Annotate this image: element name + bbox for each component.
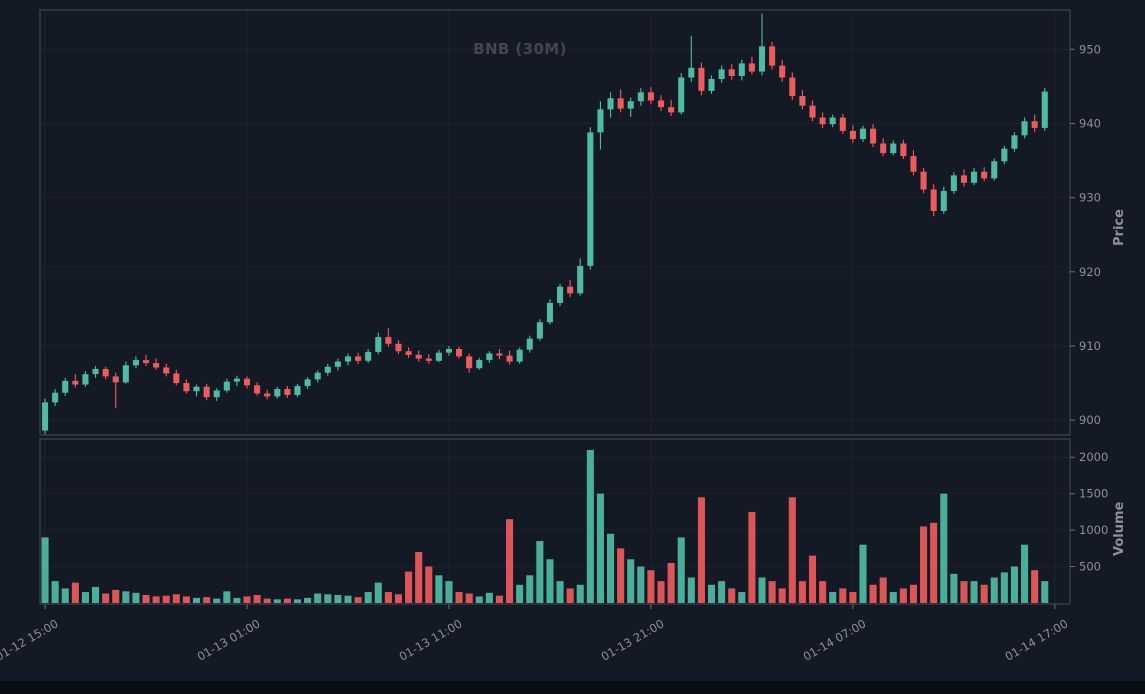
svg-text:900: 900 bbox=[1079, 413, 1101, 427]
gridlines bbox=[40, 10, 1070, 604]
svg-text:01-14 17:00: 01-14 17:00 bbox=[1003, 616, 1071, 663]
svg-text:01-13 01:00: 01-13 01:00 bbox=[195, 616, 263, 663]
price-axis-title: Price bbox=[1112, 209, 1127, 246]
svg-text:01-12 15:00: 01-12 15:00 bbox=[0, 616, 61, 663]
svg-text:920: 920 bbox=[1079, 265, 1101, 279]
svg-text:1000: 1000 bbox=[1079, 523, 1108, 537]
candlestick-series bbox=[42, 13, 1048, 435]
svg-text:2000: 2000 bbox=[1079, 450, 1108, 464]
svg-text:01-13 21:00: 01-13 21:00 bbox=[599, 616, 667, 663]
svg-text:01-13 11:00: 01-13 11:00 bbox=[397, 616, 465, 663]
volume-series bbox=[41, 449, 1049, 603]
svg-text:1500: 1500 bbox=[1079, 487, 1108, 501]
svg-text:01-14 07:00: 01-14 07:00 bbox=[801, 616, 869, 663]
svg-text:940: 940 bbox=[1079, 116, 1101, 130]
volume-axis-title: Volume bbox=[1112, 501, 1127, 556]
bottom-window-edge bbox=[0, 681, 1145, 694]
chart-title: BNB (30M) bbox=[473, 40, 567, 58]
svg-text:500: 500 bbox=[1079, 560, 1101, 574]
svg-text:950: 950 bbox=[1079, 42, 1101, 56]
svg-text:910: 910 bbox=[1079, 339, 1101, 353]
svg-text:930: 930 bbox=[1079, 191, 1101, 205]
